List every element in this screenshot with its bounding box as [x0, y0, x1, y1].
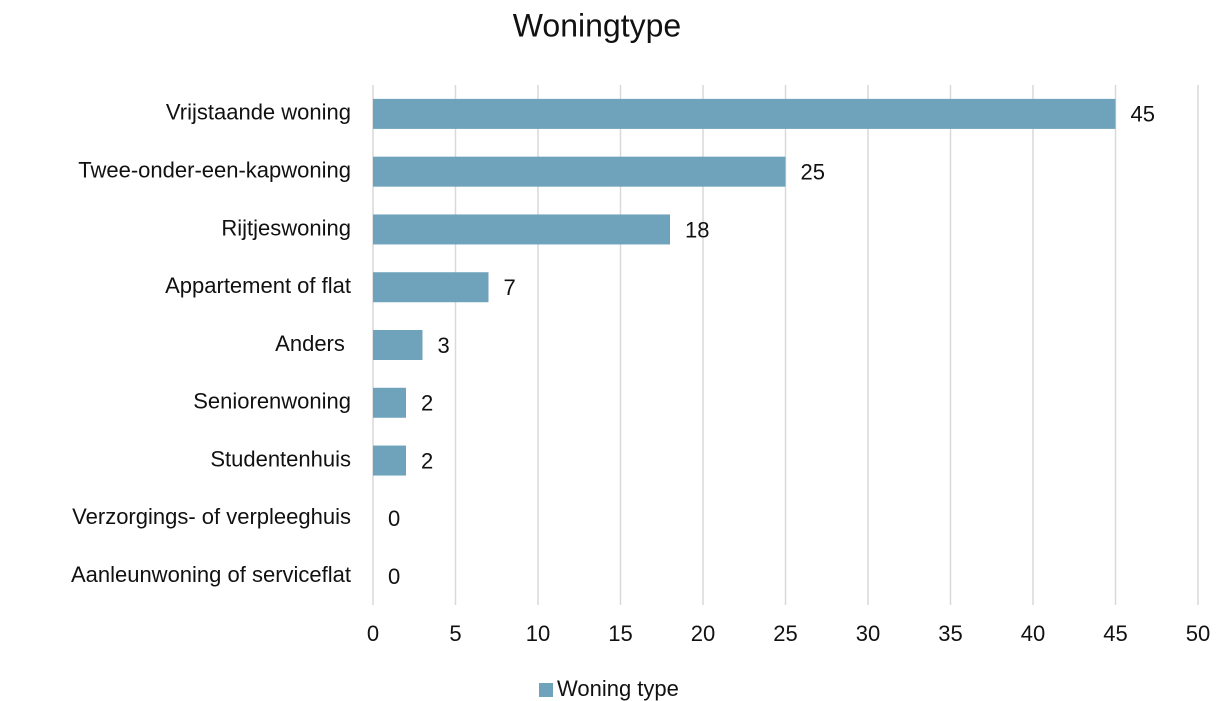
- bar: [373, 330, 423, 360]
- data-label: 2: [421, 391, 433, 416]
- y-tick-label: Vrijstaande woning: [166, 100, 351, 125]
- data-label: 3: [438, 333, 450, 358]
- chart-title: Woningtype: [513, 7, 681, 43]
- data-label: 18: [685, 217, 709, 242]
- x-tick-label: 5: [449, 621, 461, 646]
- x-tick-label: 45: [1103, 621, 1127, 646]
- bar: [373, 214, 670, 245]
- bar: [373, 272, 489, 303]
- data-label: 45: [1131, 102, 1155, 127]
- x-tick-label: 30: [856, 621, 880, 646]
- bar: [373, 98, 1116, 129]
- x-tick-label: 15: [608, 621, 632, 646]
- x-tick-label: 35: [938, 621, 962, 646]
- y-tick-label: Anders: [275, 331, 351, 356]
- y-tick-label: Aanleunwoning of serviceflat: [71, 562, 351, 587]
- x-tick-label: 10: [526, 621, 550, 646]
- x-tick-label: 0: [367, 621, 379, 646]
- data-label: 0: [388, 564, 400, 589]
- legend-label: Woning type: [557, 676, 679, 701]
- y-tick-label: Studentenhuis: [210, 446, 351, 471]
- data-label: 2: [421, 448, 433, 473]
- y-tick-label: Seniorenwoning: [193, 389, 351, 414]
- data-label: 0: [388, 506, 400, 531]
- x-tick-label: 25: [773, 621, 797, 646]
- y-tick-label: Appartement of flat: [165, 273, 351, 298]
- data-label: 7: [504, 275, 516, 300]
- bar: [373, 445, 406, 476]
- data-label: 25: [801, 159, 825, 184]
- bar: [373, 156, 786, 187]
- x-tick-label: 50: [1186, 621, 1210, 646]
- y-tick-label: Verzorgings- of verpleeghuis: [72, 504, 351, 529]
- bar: [373, 387, 406, 418]
- x-tick-label: 20: [691, 621, 715, 646]
- legend-swatch: [539, 683, 553, 697]
- x-tick-label: 40: [1021, 621, 1045, 646]
- y-tick-label: Rijtjeswoning: [221, 215, 351, 240]
- y-tick-label: Twee-onder-een-kapwoning: [78, 157, 351, 182]
